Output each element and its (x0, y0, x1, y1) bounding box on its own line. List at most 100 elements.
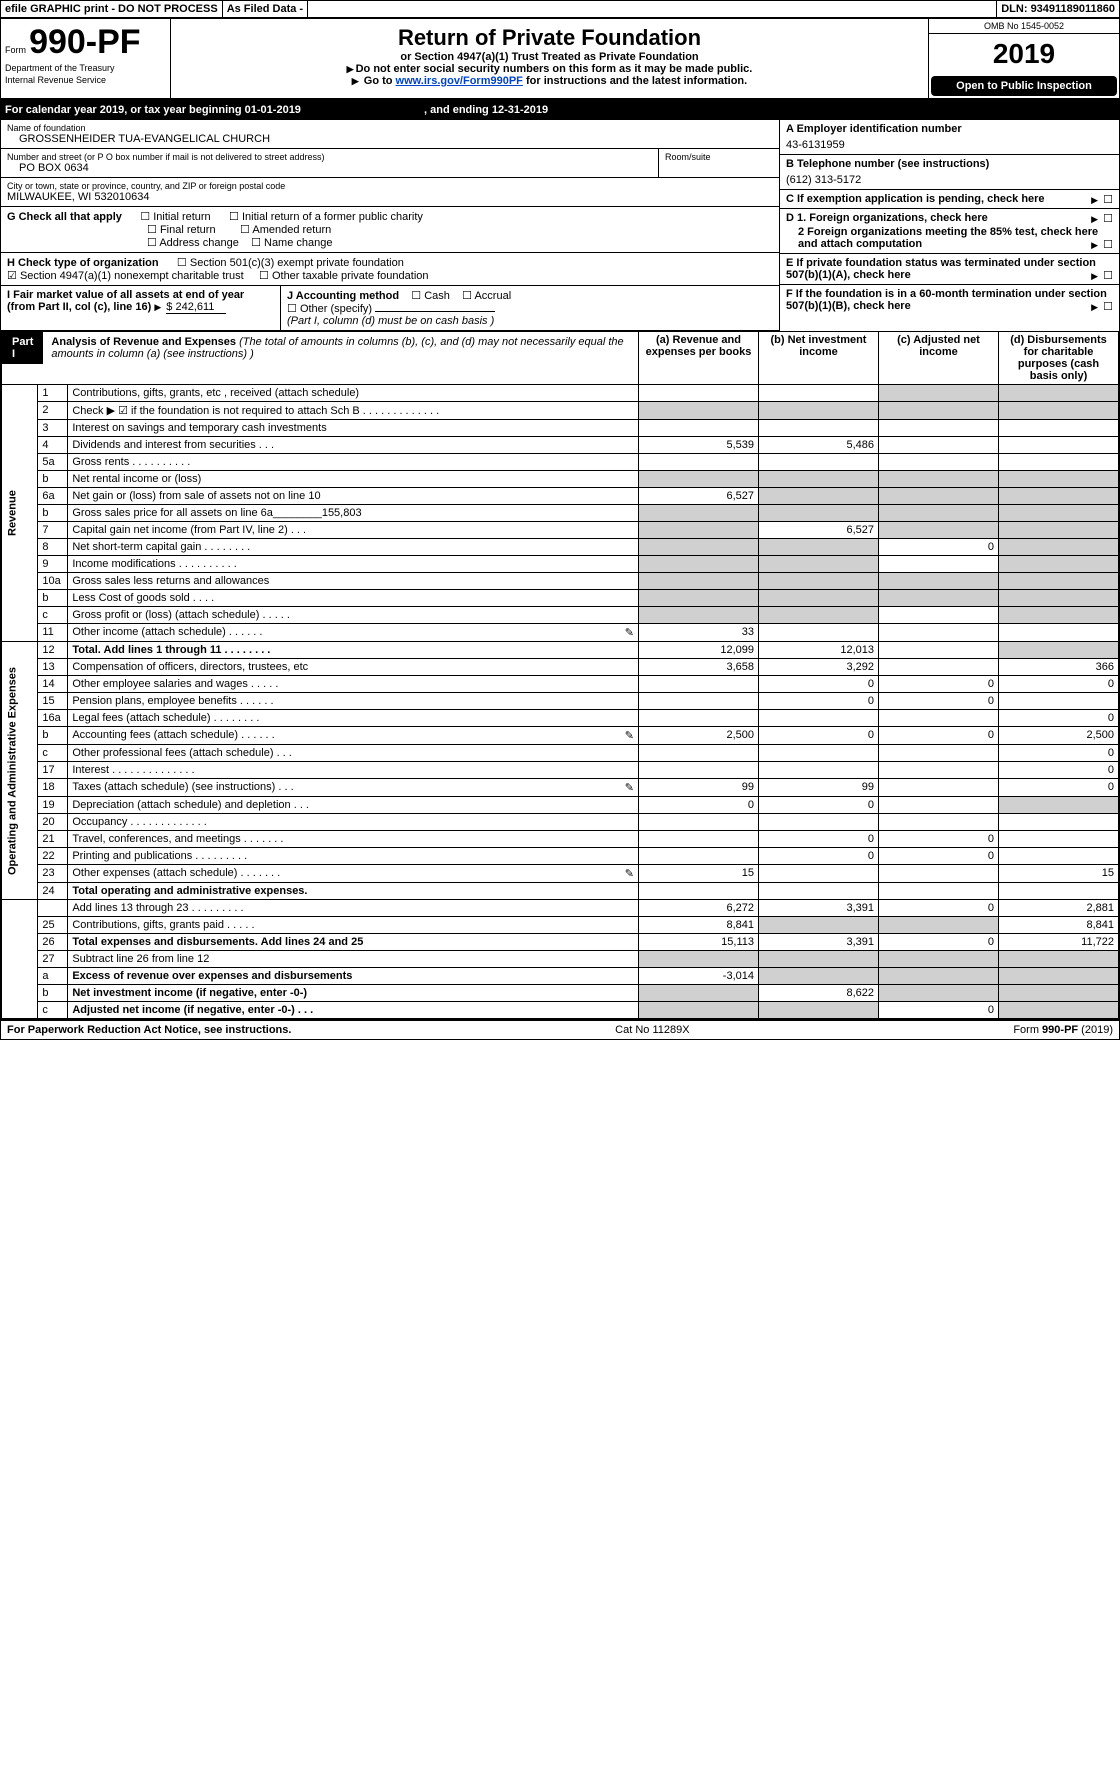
j-accrual-checkbox[interactable] (462, 290, 472, 302)
line-number: 21 (38, 831, 68, 848)
revenue-side-label: Revenue (2, 385, 38, 642)
value-cell: 0 (759, 797, 879, 814)
d1-checkbox[interactable] (1103, 213, 1113, 225)
line-number: 4 (38, 437, 68, 454)
j-cash-checkbox[interactable] (411, 290, 421, 302)
value-cell (759, 385, 879, 402)
line-description: Taxes (attach schedule) (see instruction… (68, 779, 639, 797)
table-row: 13Compensation of officers, directors, t… (2, 659, 1119, 676)
line-description: Check ▶ ☑ if the foundation is not requi… (68, 402, 639, 420)
calendar-year-row: For calendar year 2019, or tax year begi… (1, 100, 1119, 120)
form-subtitle: or Section 4947(a)(1) Trust Treated as P… (177, 51, 922, 63)
col-d-header: (d) Disbursements for charitable purpose… (999, 332, 1119, 385)
line-description: Less Cost of goods sold . . . . (68, 590, 639, 607)
line-description: Other expenses (attach schedule) . . . .… (68, 865, 639, 883)
line-description: Income modifications . . . . . . . . . . (68, 556, 639, 573)
initial-return-checkbox[interactable] (140, 211, 150, 223)
value-cell (879, 454, 999, 471)
value-cell: 0 (879, 848, 999, 865)
g-opt-0: Initial return (153, 211, 210, 223)
value-cell (879, 556, 999, 573)
value-cell (759, 573, 879, 590)
value-cell: 0 (879, 900, 999, 917)
value-cell: 8,622 (759, 985, 879, 1002)
footer-left: For Paperwork Reduction Act Notice, see … (7, 1024, 291, 1036)
name-change-checkbox[interactable] (251, 237, 261, 249)
value-cell: 0 (759, 727, 879, 745)
value-cell (879, 471, 999, 488)
value-cell (639, 539, 759, 556)
irs-link[interactable]: www.irs.gov/Form990PF (396, 75, 523, 87)
value-cell (879, 745, 999, 762)
identification-block: Name of foundation GROSSENHEIDER TUA-EVA… (1, 120, 1119, 331)
table-row: 19Depreciation (attach schedule) and dep… (2, 797, 1119, 814)
value-cell (999, 573, 1119, 590)
j-other-checkbox[interactable] (287, 303, 297, 315)
value-cell (639, 1002, 759, 1019)
address-change-checkbox[interactable] (147, 237, 157, 249)
d2-checkbox[interactable] (1103, 239, 1113, 251)
h-other-checkbox[interactable] (259, 270, 269, 282)
h-row: H Check type of organization Section 501… (1, 253, 779, 286)
table-row: cOther professional fees (attach schedul… (2, 745, 1119, 762)
table-row: 16aLegal fees (attach schedule) . . . . … (2, 710, 1119, 727)
value-cell (639, 402, 759, 420)
d1-label: D 1. Foreign organizations, check here (786, 212, 988, 224)
table-row: 27Subtract line 26 from line 12 (2, 951, 1119, 968)
d2-label: 2 Foreign organizations meeting the 85% … (798, 226, 1098, 250)
line-number: 2 (38, 402, 68, 420)
h-label: H Check type of organization (7, 257, 159, 269)
line-description: Capital gain net income (from Part IV, l… (68, 522, 639, 539)
value-cell: 0 (759, 693, 879, 710)
cal-end: 12-31-2019 (492, 104, 548, 116)
initial-return-former-checkbox[interactable] (229, 211, 239, 223)
value-cell (879, 437, 999, 454)
value-cell (759, 488, 879, 505)
value-cell: 8,841 (639, 917, 759, 934)
value-cell (759, 968, 879, 985)
note2-post: for instructions and the latest informat… (526, 75, 747, 87)
d-cell: D 1. Foreign organizations, check here 2… (780, 209, 1119, 254)
omb-label: OMB No 1545-0052 (929, 19, 1119, 34)
table-row: 15Pension plans, employee benefits . . .… (2, 693, 1119, 710)
e-checkbox[interactable] (1103, 270, 1113, 282)
f-checkbox[interactable] (1103, 301, 1113, 313)
h-501c3-checkbox[interactable] (177, 257, 187, 269)
value-cell (759, 951, 879, 968)
table-row: 18Taxes (attach schedule) (see instructi… (2, 779, 1119, 797)
value-cell (639, 590, 759, 607)
line-number: b (38, 727, 68, 745)
header-left: Form 990-PF Department of the Treasury I… (1, 19, 171, 98)
value-cell (759, 1002, 879, 1019)
value-cell (879, 710, 999, 727)
value-cell (759, 539, 879, 556)
line-description: Contributions, gifts, grants, etc , rece… (68, 385, 639, 402)
value-cell: 8,841 (999, 917, 1119, 934)
value-cell (759, 471, 879, 488)
value-cell: 15,113 (639, 934, 759, 951)
value-cell (639, 522, 759, 539)
h-4947-checkbox[interactable] (7, 270, 17, 282)
line-number: c (38, 745, 68, 762)
line-description: Legal fees (attach schedule) . . . . . .… (68, 710, 639, 727)
value-cell (639, 985, 759, 1002)
value-cell: 12,099 (639, 642, 759, 659)
value-cell (639, 420, 759, 437)
c-checkbox[interactable] (1103, 194, 1113, 206)
line-number: b (38, 985, 68, 1002)
line-description: Interest . . . . . . . . . . . . . . (68, 762, 639, 779)
value-cell (879, 522, 999, 539)
line-description: Net rental income or (loss) (68, 471, 639, 488)
amended-return-checkbox[interactable] (240, 224, 250, 236)
value-cell: 99 (639, 779, 759, 797)
dln-cell: DLN: 93491189011860 (997, 1, 1119, 17)
value-cell: 0 (759, 831, 879, 848)
value-cell (639, 831, 759, 848)
value-cell: 0 (999, 779, 1119, 797)
final-return-checkbox[interactable] (147, 224, 157, 236)
line-number: 8 (38, 539, 68, 556)
g-opt-2: Final return (160, 224, 216, 236)
table-row: 11Other income (attach schedule) . . . .… (2, 624, 1119, 642)
table-row: Add lines 13 through 23 . . . . . . . . … (2, 900, 1119, 917)
table-row: cGross profit or (loss) (attach schedule… (2, 607, 1119, 624)
